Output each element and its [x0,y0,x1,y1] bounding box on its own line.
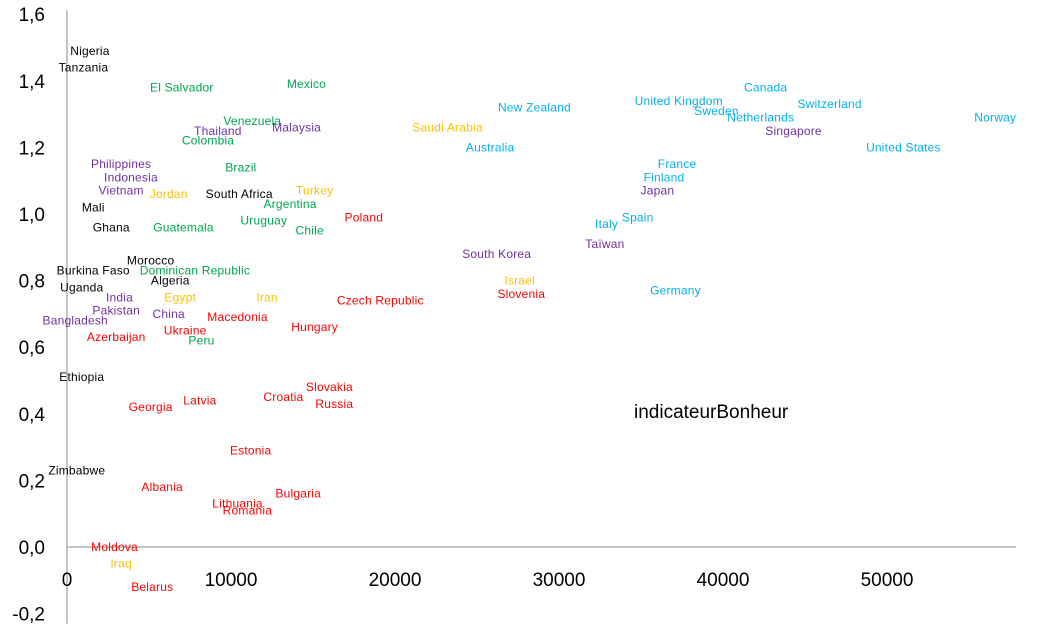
data-point-label: Nigeria [70,44,110,58]
data-point-label: Croatia [263,390,303,404]
data-point-label: South Korea [462,247,531,261]
y-tick-label: 0,2 [19,471,45,492]
data-point-label: Venezuela [223,114,281,128]
data-point-label: Ukraine [164,324,207,338]
data-point-label: Netherlands [727,110,794,124]
data-point-label: Australia [466,140,515,154]
data-point-labels: Nigeria Tanzania El Salvador Mexico Venezuel… [43,44,1016,594]
data-point-label: Dominican Republic [140,264,250,278]
data-point-label: Russia [315,397,353,411]
data-point-label: Tanzania [59,60,109,74]
data-point-label: Turkey [296,184,333,198]
data-point-label: Norway [974,110,1016,124]
chart-annotation: indicateurBonheur [634,402,789,423]
data-point-label: Bulgaria [275,487,321,501]
y-tick-label: 1,6 [19,5,45,26]
y-tick-label: -0,2 [12,605,45,626]
data-point-label: South Africa [206,187,273,201]
data-point-label: United Kingdom [635,94,723,108]
data-point-label: Finland [644,170,685,184]
data-point-label: Moldova [91,540,138,554]
data-point-label: Guatemala [153,220,214,234]
data-point-label: Estonia [230,443,272,457]
data-point-label: Indonesia [104,170,158,184]
data-point-label: Morocco [127,254,175,268]
data-point-label: Czech Republic [337,294,424,308]
x-tick-labels: 0 10000 20000 30000 40000 50000 [62,570,914,591]
x-tick-label: 10000 [205,570,258,591]
data-point-label: Romania [223,503,273,517]
y-tick-label: 1,4 [19,72,46,93]
data-point-label: Vietnam [99,184,144,198]
data-point-label: Uruguay [240,214,287,228]
y-tick-label: 0,8 [19,272,45,293]
data-point-label: Philippines [91,157,151,171]
data-point-label: Hungary [291,320,338,334]
data-point-label: Uganda [60,280,103,294]
data-point-label: Argentina [263,197,316,211]
data-point-label: Slovakia [306,380,353,394]
data-point-label: Azerbaijan [87,330,146,344]
x-tick-label: 40000 [697,570,750,591]
y-tick-label: 0,0 [19,538,45,559]
data-point-label: France [658,157,697,171]
data-point-label: Jordan [150,187,188,201]
data-point-label: Peru [188,334,214,348]
y-tick-label: 1,0 [19,205,45,226]
data-point-label: Latvia [183,393,216,407]
data-point-label: Japan [641,184,675,198]
data-point-label: Mali [82,200,105,214]
data-point-label: Belarus [131,580,173,594]
data-point-label: Slovenia [497,287,545,301]
data-point-label: Colombia [182,134,234,148]
data-point-label: Thailand [194,124,242,138]
x-tick-label: 50000 [861,570,914,591]
data-point-label: Lithuania [212,497,263,511]
y-tick-label: 1,2 [19,138,45,159]
data-point-label: Ethiopia [59,370,104,384]
data-point-label: Poland [345,210,384,224]
y-tick-label: 0,4 [19,405,46,426]
x-tick-label: 20000 [369,570,422,591]
data-point-label: Algeria [151,274,190,288]
data-point-label: New Zealand [498,100,571,114]
data-point-label: Sweden [694,104,739,118]
data-point-label: Saudi Arabia [412,120,483,134]
data-point-label: Georgia [129,400,173,414]
data-point-label: Mexico [287,77,326,91]
data-point-label: Italy [595,217,618,231]
x-tick-label: 0 [62,570,73,591]
data-point-label: Singapore [765,124,822,138]
data-point-label: United States [866,140,941,154]
axes [66,10,1016,624]
data-point-label: Burkina Faso [57,264,130,278]
data-point-label: Macedonia [207,310,268,324]
data-point-label: Switzerland [797,97,861,111]
data-point-label: Taïwan [585,237,624,251]
data-point-label: Spain [622,210,654,224]
data-point-label: Brazil [225,160,256,174]
data-point-label: Iran [256,290,277,304]
data-point-label: Israel [504,274,535,288]
data-point-label: Ghana [93,220,130,234]
data-point-label: China [153,307,185,321]
data-point-label: El Salvador [150,80,214,94]
data-point-label: Albania [141,480,183,494]
data-point-label: Malaysia [272,120,321,134]
y-tick-label: 0,6 [19,338,45,359]
data-point-label: Bangladesh [43,314,108,328]
data-point-label: Zimbabwe [48,463,105,477]
data-point-label: India [106,290,133,304]
data-point-label: Canada [744,80,787,94]
data-point-label: Iraq [110,557,131,571]
data-point-label: Chile [296,224,324,238]
data-point-label: Egypt [164,290,196,304]
data-point-label: Germany [650,284,701,298]
x-tick-label: 30000 [533,570,586,591]
data-point-label: Pakistan [92,304,140,318]
y-tick-labels: -0,2 0,0 0,2 0,4 0,6 0,8 1,0 1,2 1,4 1,6 [12,5,45,625]
